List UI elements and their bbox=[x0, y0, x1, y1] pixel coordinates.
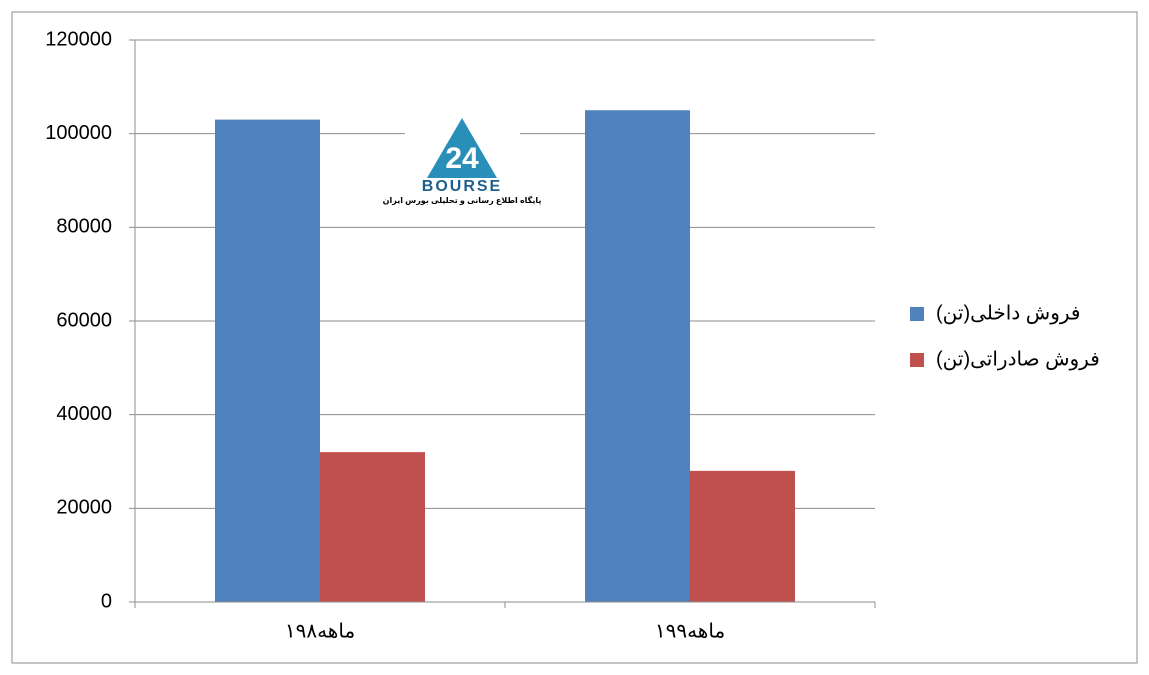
y-tick-label: 20000 bbox=[56, 497, 112, 519]
y-tick-label: 0 bbox=[101, 590, 112, 612]
logo-number: 24 bbox=[445, 142, 479, 175]
logo-name: BOURSE bbox=[422, 178, 502, 195]
y-tick-label: 100000 bbox=[45, 122, 112, 144]
x-tick-label: ۱ماهه۹۸ bbox=[285, 620, 355, 642]
legend-swatch bbox=[910, 307, 924, 321]
y-tick-label: 120000 bbox=[45, 28, 112, 50]
y-tick-label: 60000 bbox=[56, 309, 112, 331]
x-tick-label: ۱ماهه۹۹ bbox=[655, 620, 725, 642]
legend-swatch bbox=[910, 353, 924, 367]
bar bbox=[585, 110, 690, 602]
y-tick-label: 80000 bbox=[56, 216, 112, 238]
chart-frame bbox=[11, 11, 1138, 664]
y-tick-label: 40000 bbox=[56, 403, 112, 425]
bar bbox=[690, 470, 795, 602]
legend-label: فروش داخلی(تن) bbox=[936, 302, 1080, 324]
legend-label: فروش صادراتی(تن) bbox=[936, 348, 1100, 370]
logo-triangle bbox=[427, 118, 497, 178]
bar bbox=[320, 452, 425, 602]
watermark: 24 BOURSE پایگاه اطلاع رسانی و تحلیلی بو… bbox=[383, 100, 542, 210]
bar bbox=[215, 119, 320, 602]
logo-tagline: پایگاه اطلاع رسانی و تحلیلی بورس ایران bbox=[383, 195, 542, 206]
